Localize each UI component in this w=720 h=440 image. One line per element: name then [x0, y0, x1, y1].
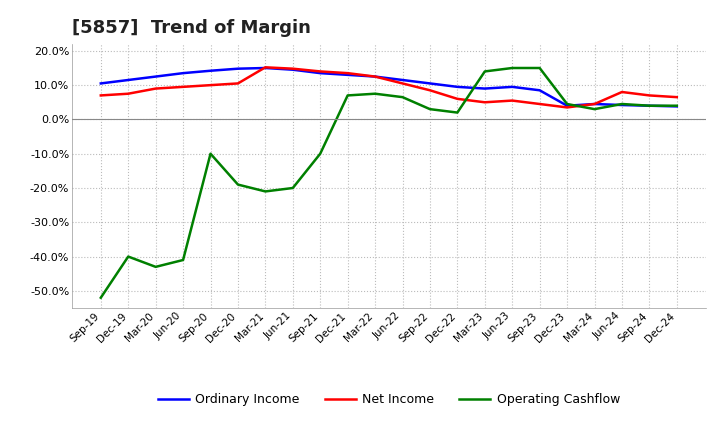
Line: Net Income: Net Income: [101, 67, 677, 107]
Operating Cashflow: [179, 257, 187, 263]
Ordinary Income: [179, 70, 187, 76]
Operating Cashflow: [371, 91, 379, 96]
Net Income: [96, 93, 105, 98]
Ordinary Income: [206, 68, 215, 73]
Legend: Ordinary Income, Net Income, Operating Cashflow: Ordinary Income, Net Income, Operating C…: [153, 388, 625, 411]
Ordinary Income: [289, 67, 297, 72]
Net Income: [398, 81, 407, 86]
Operating Cashflow: [453, 110, 462, 115]
Net Income: [672, 95, 681, 100]
Operating Cashflow: [536, 66, 544, 71]
Ordinary Income: [645, 103, 654, 108]
Operating Cashflow: [289, 185, 297, 191]
Net Income: [289, 66, 297, 71]
Operating Cashflow: [426, 106, 434, 112]
Operating Cashflow: [590, 106, 599, 112]
Net Income: [316, 69, 325, 74]
Operating Cashflow: [206, 151, 215, 156]
Net Income: [371, 74, 379, 79]
Operating Cashflow: [645, 103, 654, 108]
Net Income: [563, 105, 572, 110]
Net Income: [426, 88, 434, 93]
Ordinary Income: [371, 74, 379, 79]
Net Income: [124, 91, 132, 96]
Net Income: [480, 99, 489, 105]
Net Income: [206, 83, 215, 88]
Ordinary Income: [261, 66, 270, 71]
Ordinary Income: [124, 77, 132, 83]
Operating Cashflow: [151, 264, 160, 269]
Operating Cashflow: [672, 103, 681, 108]
Net Income: [590, 101, 599, 106]
Ordinary Income: [453, 84, 462, 89]
Net Income: [261, 65, 270, 70]
Net Income: [343, 70, 352, 76]
Text: [5857]  Trend of Margin: [5857] Trend of Margin: [72, 19, 311, 37]
Operating Cashflow: [398, 95, 407, 100]
Operating Cashflow: [316, 151, 325, 156]
Net Income: [179, 84, 187, 89]
Ordinary Income: [536, 88, 544, 93]
Operating Cashflow: [508, 66, 516, 71]
Net Income: [536, 101, 544, 106]
Ordinary Income: [233, 66, 242, 71]
Ordinary Income: [316, 70, 325, 76]
Ordinary Income: [508, 84, 516, 89]
Line: Operating Cashflow: Operating Cashflow: [101, 68, 677, 298]
Operating Cashflow: [618, 101, 626, 106]
Ordinary Income: [618, 103, 626, 108]
Ordinary Income: [398, 77, 407, 83]
Net Income: [645, 93, 654, 98]
Operating Cashflow: [233, 182, 242, 187]
Ordinary Income: [480, 86, 489, 91]
Ordinary Income: [343, 72, 352, 77]
Operating Cashflow: [124, 254, 132, 259]
Operating Cashflow: [563, 101, 572, 106]
Operating Cashflow: [261, 189, 270, 194]
Ordinary Income: [590, 101, 599, 106]
Net Income: [508, 98, 516, 103]
Net Income: [151, 86, 160, 91]
Operating Cashflow: [343, 93, 352, 98]
Net Income: [453, 96, 462, 102]
Net Income: [618, 89, 626, 95]
Operating Cashflow: [96, 295, 105, 301]
Ordinary Income: [96, 81, 105, 86]
Line: Ordinary Income: Ordinary Income: [101, 68, 677, 106]
Ordinary Income: [151, 74, 160, 79]
Operating Cashflow: [480, 69, 489, 74]
Ordinary Income: [563, 103, 572, 108]
Ordinary Income: [672, 104, 681, 109]
Ordinary Income: [426, 81, 434, 86]
Net Income: [233, 81, 242, 86]
